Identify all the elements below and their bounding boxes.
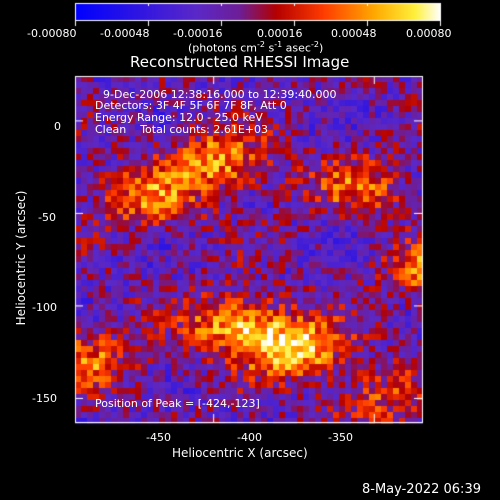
x-axis-label: Heliocentric X (arcsec) — [172, 446, 308, 460]
x-tick-label: -350 — [328, 431, 353, 444]
colorbar-tick-label: 0.00048 — [331, 27, 377, 40]
energy-range-annotation: Energy Range: 12.0 - 25.0 keV — [95, 111, 263, 124]
x-tick-label: -400 — [237, 431, 262, 444]
colorbar-tick-label: 0.00080 — [406, 27, 452, 40]
timestamp: 8-May-2022 06:39 — [362, 482, 481, 497]
peak-position-annotation: Position of Peak = [-424,-123] — [95, 397, 260, 410]
y-tick-label: 0 — [54, 120, 61, 133]
colorbar-tick-label: -0.00016 — [173, 27, 223, 40]
colorbar-tick-label: -0.00048 — [100, 27, 150, 40]
y-tick-label: -50 — [38, 211, 56, 224]
clean-counts-annotation: Clean Total counts: 2.61E+03 — [95, 123, 269, 136]
y-tick-label: -100 — [32, 301, 57, 314]
y-tick-label: -150 — [32, 392, 57, 405]
y-axis-label: Heliocentric Y (arcsec) — [14, 190, 28, 326]
x-tick-label: -450 — [146, 431, 171, 444]
chart-title: Reconstructed RHESSI Image — [130, 53, 350, 71]
time-range-annotation: 9-Dec-2006 12:38:16.000 to 12:39:40.000 — [103, 88, 337, 101]
colorbar-units-label: (photons cm-2 s-1 asec-2) — [188, 40, 324, 55]
colorbar-tick-label: -0.00080 — [27, 27, 77, 40]
detectors-annotation: Detectors: 3F 4F 5F 6F 7F 8F, Att 0 — [95, 99, 287, 112]
colorbar-tick-label: 0.00016 — [257, 27, 303, 40]
